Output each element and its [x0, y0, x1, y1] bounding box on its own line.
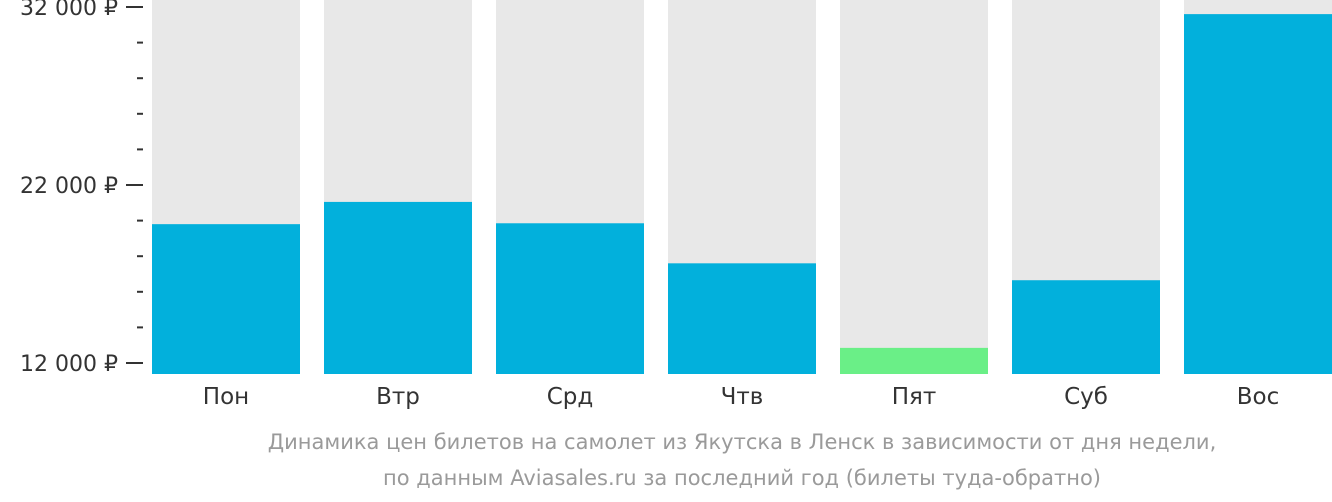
x-tick-label: Пон [203, 384, 249, 410]
x-tick-label: Суб [1064, 384, 1108, 410]
bar [668, 263, 816, 374]
bar [1184, 14, 1332, 375]
x-tick-label: Срд [547, 384, 594, 410]
bar [152, 224, 300, 374]
price-by-weekday-chart: Пон Втр Срд Чтв Пят Суб Вос 12 000 ₽ 22 000 ₽ 32 … [20, 0, 1332, 410]
x-tick-label: Пят [892, 384, 937, 410]
bar [496, 223, 644, 374]
y-tick-label: 12 000 ₽ [20, 352, 118, 377]
bar [840, 347, 988, 374]
bar [1012, 280, 1160, 374]
bar [324, 201, 472, 374]
bar-track [840, 0, 988, 374]
x-tick-label: Вос [1237, 384, 1280, 410]
x-tick-label: Втр [376, 384, 420, 410]
caption-line-1: Динамика цен билетов на самолет из Якутс… [267, 430, 1217, 454]
x-tick-label: Чтв [721, 384, 764, 410]
y-tick-label: 22 000 ₽ [20, 174, 118, 199]
caption-line-2: по данным Aviasales.ru за последний год … [383, 466, 1101, 490]
y-tick-label: 32 000 ₽ [20, 0, 118, 21]
